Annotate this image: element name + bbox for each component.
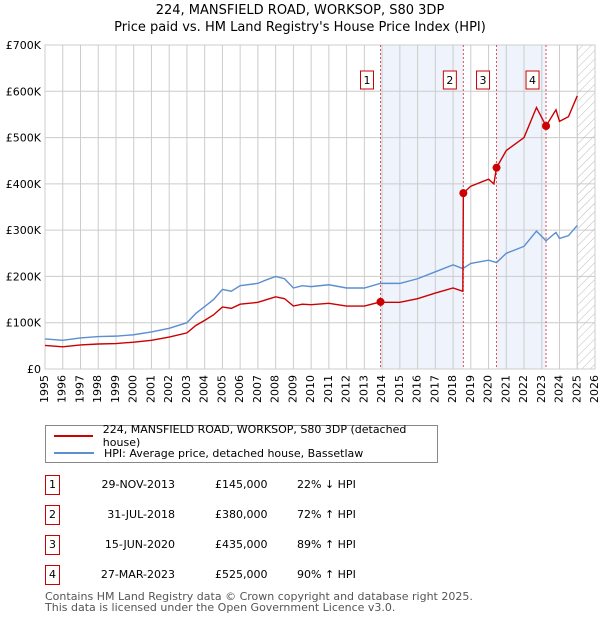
x-tick-label: 2005 bbox=[215, 375, 228, 403]
x-tick-label: 2020 bbox=[482, 375, 495, 403]
x-tick-label: 2014 bbox=[375, 375, 388, 403]
sale-hpi-diff: 90% ↑ HPI bbox=[297, 568, 356, 581]
x-tick-label: 1995 bbox=[38, 375, 51, 403]
sale-number: 2 bbox=[446, 74, 453, 87]
x-tick-label: 2012 bbox=[340, 375, 353, 403]
x-tick-label: 2021 bbox=[499, 375, 512, 403]
sale-point bbox=[542, 122, 551, 130]
x-tick-label: 2013 bbox=[357, 375, 370, 403]
y-tick-label: £600K bbox=[6, 85, 42, 98]
sale-row: 4 27-MAR-2023 £525,000 90% ↑ HPI bbox=[45, 565, 445, 585]
sale-date: 15-JUN-2020 bbox=[104, 538, 175, 551]
sale-number-box bbox=[476, 70, 491, 90]
x-tick-label: 2025 bbox=[570, 375, 583, 403]
sale-number: 3 bbox=[480, 74, 487, 87]
shaded-range bbox=[380, 45, 464, 369]
chart-title: 224, MANSFIELD ROAD, WORKSOP, S80 3DP bbox=[155, 3, 445, 18]
x-tick-label: 2002 bbox=[162, 375, 175, 403]
sale-point bbox=[492, 163, 501, 172]
sale-number: 1 bbox=[364, 74, 371, 87]
sale-number-box bbox=[442, 70, 457, 90]
x-tick-label: 2007 bbox=[251, 375, 264, 403]
x-tick-label: 2026 bbox=[588, 375, 600, 403]
price-chart: 1995 1996 1997 1998 1999 2000 2001 2002 2003 2004… bbox=[6, 39, 600, 403]
y-tick-label: £700K bbox=[6, 39, 42, 52]
sale-number-badge: 4 bbox=[45, 565, 60, 585]
x-tick-label: 2000 bbox=[127, 375, 140, 403]
footer-copyright: Contains HM Land Registry data © Crown c… bbox=[45, 590, 473, 603]
sale-number-badge: 2 bbox=[45, 505, 60, 525]
x-tick-label: 2011 bbox=[322, 375, 335, 403]
sale-price: £525,000 bbox=[215, 568, 268, 581]
sale-number: 4 bbox=[529, 74, 536, 87]
x-tick-label: 2024 bbox=[553, 375, 566, 403]
footer-licence: This data is licensed under the Open Gov… bbox=[45, 601, 396, 614]
x-tick-label: 2010 bbox=[304, 375, 317, 403]
sale-point bbox=[459, 189, 468, 198]
x-tick-label: 1997 bbox=[73, 375, 86, 403]
sale-hpi-diff: 22% ↓ HPI bbox=[297, 478, 356, 491]
sale-date: 29-NOV-2013 bbox=[101, 478, 175, 491]
future-hatch bbox=[576, 44, 596, 370]
legend: 224, MANSFIELD ROAD, WORKSOP, S80 3DP (d… bbox=[45, 423, 438, 463]
x-tick-label: 2016 bbox=[411, 375, 424, 403]
legend-swatch-red bbox=[54, 435, 93, 437]
sale-price: £435,000 bbox=[215, 538, 268, 551]
legend-item-property: 224, MANSFIELD ROAD, WORKSOP, S80 3DP (d… bbox=[54, 423, 437, 449]
sale-row: 1 29-NOV-2013 £145,000 22% ↓ HPI bbox=[45, 475, 445, 495]
legend-swatch-blue bbox=[54, 452, 94, 454]
x-tick-label: 1998 bbox=[91, 375, 104, 403]
x-tick-label: 2015 bbox=[393, 375, 406, 403]
x-tick-label: 2003 bbox=[180, 375, 193, 403]
sale-row: 3 15-JUN-2020 £435,000 89% ↑ HPI bbox=[45, 535, 445, 555]
x-tick-label: 2004 bbox=[198, 375, 211, 403]
x-tick-label: 2023 bbox=[535, 375, 548, 403]
x-tick-label: 1999 bbox=[109, 375, 122, 403]
hpi-line bbox=[44, 225, 578, 342]
sale-point bbox=[376, 297, 385, 306]
sale-price: £145,000 bbox=[215, 478, 268, 491]
legend-label: HPI: Average price, detached house, Bass… bbox=[104, 446, 364, 460]
x-tick-label: 2018 bbox=[446, 375, 459, 403]
sale-number-box bbox=[525, 70, 540, 90]
x-tick-label: 2009 bbox=[286, 375, 299, 403]
sale-row: 2 31-JUL-2018 £380,000 72% ↑ HPI bbox=[45, 505, 445, 525]
y-tick-label: £0 bbox=[27, 363, 41, 376]
x-tick-label: 2006 bbox=[233, 375, 246, 403]
sale-price: £380,000 bbox=[215, 508, 268, 521]
sale-date: 27-MAR-2023 bbox=[100, 568, 175, 581]
legend-item-hpi: HPI: Average price, detached house, Bass… bbox=[54, 446, 363, 460]
x-tick-label: 1996 bbox=[56, 375, 69, 403]
y-tick-label: £300K bbox=[6, 224, 42, 237]
plot-frame bbox=[44, 44, 596, 370]
y-tick-label: £400K bbox=[6, 178, 42, 191]
sale-number-badge: 1 bbox=[45, 475, 60, 495]
sale-hpi-diff: 72% ↑ HPI bbox=[297, 508, 356, 521]
sale-hpi-diff: 89% ↑ HPI bbox=[297, 538, 356, 551]
property-price-line bbox=[44, 95, 578, 348]
y-tick-label: £500K bbox=[6, 132, 42, 145]
y-tick-label: £100K bbox=[6, 317, 42, 330]
x-tick-label: 2019 bbox=[464, 375, 477, 403]
x-tick-label: 2017 bbox=[428, 375, 441, 403]
sale-number-box bbox=[360, 70, 374, 90]
shaded-range bbox=[496, 45, 547, 369]
sale-date: 31-JUL-2018 bbox=[107, 508, 175, 521]
legend-label: 224, MANSFIELD ROAD, WORKSOP, S80 3DP (d… bbox=[102, 423, 407, 449]
sale-number-badge: 3 bbox=[45, 535, 60, 555]
chart-subtitle: Price paid vs. HM Land Registry's House … bbox=[114, 20, 486, 35]
x-tick-label: 2008 bbox=[269, 375, 282, 403]
y-tick-label: £200K bbox=[6, 270, 42, 283]
x-tick-label: 2001 bbox=[144, 375, 157, 403]
x-tick-label: 2022 bbox=[517, 375, 530, 403]
